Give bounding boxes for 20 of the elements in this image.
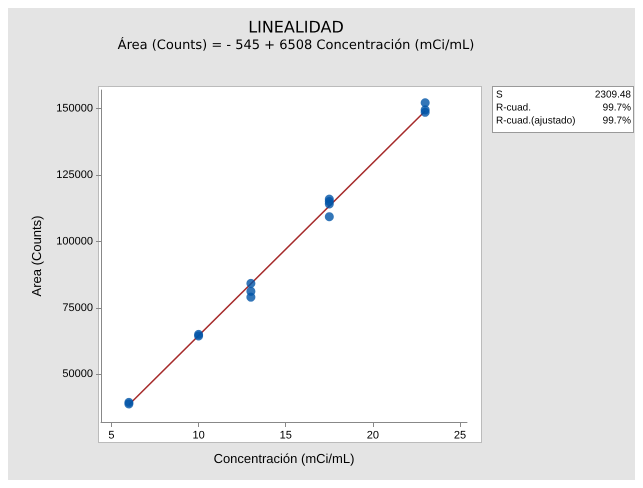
y-tick-label: 50000 — [62, 368, 93, 380]
text: R-cuad.(ajustado) — [496, 116, 576, 126]
text: 2309.48 — [594, 90, 632, 100]
chart-subtitle: Área (Counts) = - 545 + 6508 Concentración (mCi/mL) — [118, 36, 474, 53]
text: 99.7% — [602, 116, 632, 126]
y-tick-label: 125000 — [56, 168, 93, 181]
x-tick-label: 5 — [108, 430, 115, 442]
text: S — [496, 90, 503, 100]
x-tick-label: 15 — [280, 430, 292, 442]
y-axis-title: Area (Counts) — [29, 216, 44, 296]
y-tick-label: 75000 — [62, 302, 93, 314]
y-tick-label: 100000 — [56, 235, 93, 248]
x-tick-label: 20 — [366, 430, 380, 442]
chart-title: LINEALIDAD — [248, 18, 344, 36]
text: 99.7% — [602, 102, 632, 114]
y-tick-label: 150000 — [56, 102, 93, 115]
x-tick-label: 10 — [192, 430, 205, 442]
text: R-cuad. — [496, 102, 532, 114]
x-axis-title: Concentración (mCi/mL) — [214, 451, 354, 466]
x-tick-label: 25 — [454, 430, 466, 442]
